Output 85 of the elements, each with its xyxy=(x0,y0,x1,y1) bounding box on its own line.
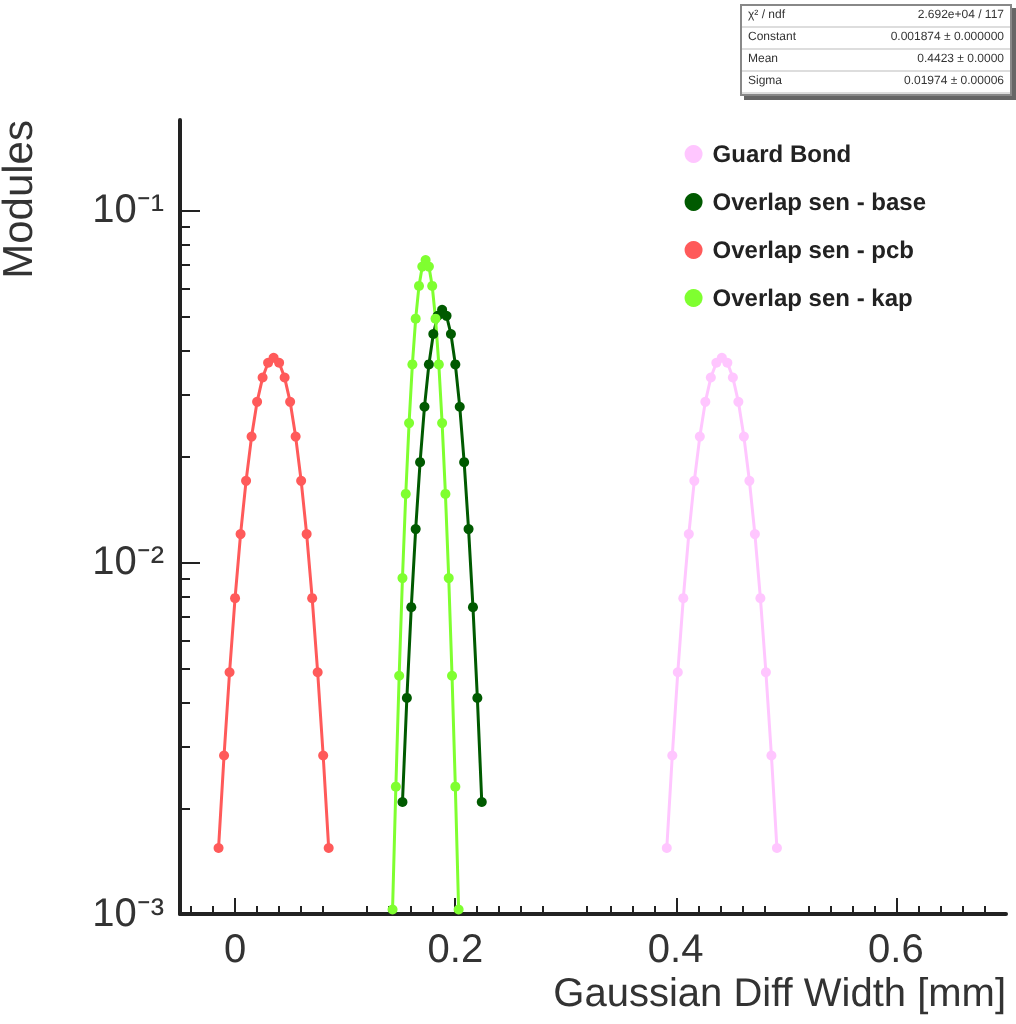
point xyxy=(683,529,694,540)
point xyxy=(414,280,424,291)
point xyxy=(459,457,470,468)
point xyxy=(445,329,456,340)
point xyxy=(700,396,711,407)
point xyxy=(749,529,760,540)
point xyxy=(447,670,458,681)
point xyxy=(410,313,421,324)
point xyxy=(755,593,766,604)
legend-label: Guard Bond xyxy=(712,140,852,168)
point xyxy=(312,667,323,678)
point xyxy=(760,667,771,678)
point xyxy=(450,359,461,370)
point xyxy=(744,475,755,486)
point xyxy=(406,602,417,613)
x-tick-label: 0.4 xyxy=(647,928,704,972)
point xyxy=(454,401,465,412)
x-axis-title: Gaussian Diff Width [mm] xyxy=(553,972,1006,1016)
point xyxy=(224,667,235,678)
point xyxy=(415,457,426,468)
point xyxy=(213,842,224,853)
point xyxy=(296,475,307,486)
point xyxy=(738,431,749,442)
point xyxy=(453,904,464,915)
point xyxy=(733,396,744,407)
point xyxy=(390,781,401,792)
point xyxy=(407,359,418,370)
legend-label: Overlap sen - pcb xyxy=(712,236,914,264)
point xyxy=(476,797,487,808)
point xyxy=(678,593,689,604)
point xyxy=(467,602,478,613)
point xyxy=(230,593,241,604)
y-tick-label: 10⁻¹ xyxy=(92,187,165,232)
y-tick-label: 10⁻² xyxy=(92,539,165,584)
y-axis-title: Modules xyxy=(0,120,42,279)
point xyxy=(290,431,301,442)
point xyxy=(301,529,312,540)
point xyxy=(252,396,263,407)
point xyxy=(450,781,461,792)
point xyxy=(463,524,474,535)
point xyxy=(672,667,683,678)
point xyxy=(318,750,329,761)
point xyxy=(727,372,738,383)
point xyxy=(235,529,246,540)
legend-label: Overlap sen - kap xyxy=(712,284,913,312)
x-tick-label: 0.2 xyxy=(427,928,484,972)
x-tick-label: 0.6 xyxy=(868,928,924,972)
point xyxy=(394,670,405,681)
point xyxy=(428,329,439,340)
point xyxy=(694,431,705,442)
point xyxy=(397,797,408,808)
point xyxy=(722,357,733,368)
point xyxy=(279,372,290,383)
point xyxy=(285,396,296,407)
point xyxy=(257,372,268,383)
point xyxy=(766,750,777,761)
point xyxy=(410,524,421,535)
point xyxy=(441,310,452,321)
point xyxy=(219,750,230,761)
point xyxy=(241,475,252,486)
legend-label: Overlap sen - base xyxy=(712,188,927,216)
point xyxy=(661,842,672,853)
point xyxy=(771,842,782,853)
point xyxy=(419,401,430,412)
point xyxy=(323,842,334,853)
point xyxy=(667,750,678,761)
point xyxy=(689,475,700,486)
point xyxy=(423,359,434,370)
point xyxy=(401,692,412,703)
x-tick-label: 0 xyxy=(223,928,247,972)
point xyxy=(443,573,454,584)
point xyxy=(387,904,398,915)
point xyxy=(472,692,483,703)
point xyxy=(246,431,257,442)
point xyxy=(440,488,451,499)
point xyxy=(705,372,716,383)
point xyxy=(274,357,285,368)
y-tick-label: 10⁻³ xyxy=(92,892,165,936)
point xyxy=(400,488,411,499)
point xyxy=(397,573,408,584)
point xyxy=(437,418,448,429)
point xyxy=(433,359,444,370)
point xyxy=(427,280,438,291)
point xyxy=(404,418,415,429)
point xyxy=(307,593,318,604)
